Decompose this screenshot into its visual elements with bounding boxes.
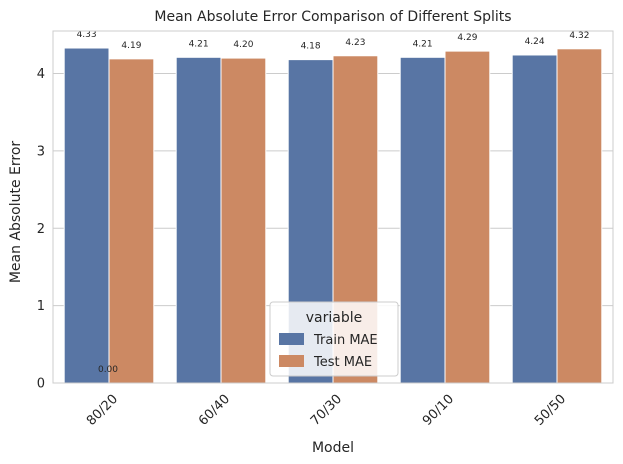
bar-train xyxy=(399,56,446,384)
y-tick-label: 1 xyxy=(37,299,45,314)
bar-value-label: 4.21 xyxy=(189,39,209,49)
bar-test xyxy=(556,48,603,384)
y-tick-label: 0 xyxy=(37,377,45,392)
legend-swatch xyxy=(279,333,304,345)
plot-frame xyxy=(52,30,614,384)
bar-value-label: 4.21 xyxy=(413,39,433,49)
legend-item-label: Test MAE xyxy=(313,355,372,370)
legend: variable Train MAE Test MAE xyxy=(269,301,399,377)
bar-value-label: 4.18 xyxy=(301,42,321,52)
bar-test xyxy=(108,58,155,384)
bar-test xyxy=(444,50,491,384)
x-axis-label: Model xyxy=(312,440,354,456)
bar-value-label: 4.32 xyxy=(569,31,589,41)
legend-swatch xyxy=(279,355,304,367)
bar-value-label: 4.29 xyxy=(457,33,477,43)
x-tick-label: 90/10 xyxy=(420,392,457,429)
bar-train xyxy=(63,47,110,384)
bar-test xyxy=(220,57,267,384)
y-axis-ticks: 0 1 2 3 4 xyxy=(37,67,45,391)
bar-value-label: 4.24 xyxy=(525,37,545,47)
bar-train xyxy=(175,56,222,384)
chart-title: Mean Absolute Error Comparison of Differ… xyxy=(154,9,511,25)
bar-value-label: 4.20 xyxy=(233,40,253,50)
zero-annotation: 0.00 xyxy=(98,365,118,375)
legend-item-label: Train MAE xyxy=(313,333,378,348)
bar-train xyxy=(511,54,558,384)
y-tick-label: 3 xyxy=(37,144,45,159)
bar-value-label: 4.19 xyxy=(121,41,141,51)
legend-title: variable xyxy=(306,310,362,326)
bar-value-label: 4.33 xyxy=(77,30,97,40)
x-tick-label: 70/30 xyxy=(308,392,345,429)
y-tick-label: 4 xyxy=(37,67,45,82)
x-tick-label: 80/20 xyxy=(84,392,121,429)
bars xyxy=(63,47,603,384)
x-tick-label: 60/40 xyxy=(196,392,233,429)
bar-value-label: 4.23 xyxy=(345,38,365,48)
y-axis-label: Mean Absolute Error xyxy=(8,141,24,284)
y-tick-label: 2 xyxy=(37,222,45,237)
x-tick-label: 50/50 xyxy=(532,392,569,429)
x-axis-ticks: 80/20 60/40 70/30 90/10 50/50 xyxy=(84,392,569,429)
data-labels: 4.33 4.19 4.21 4.20 4.18 4.23 4.21 4.29 4.24 4.32 xyxy=(77,30,590,52)
